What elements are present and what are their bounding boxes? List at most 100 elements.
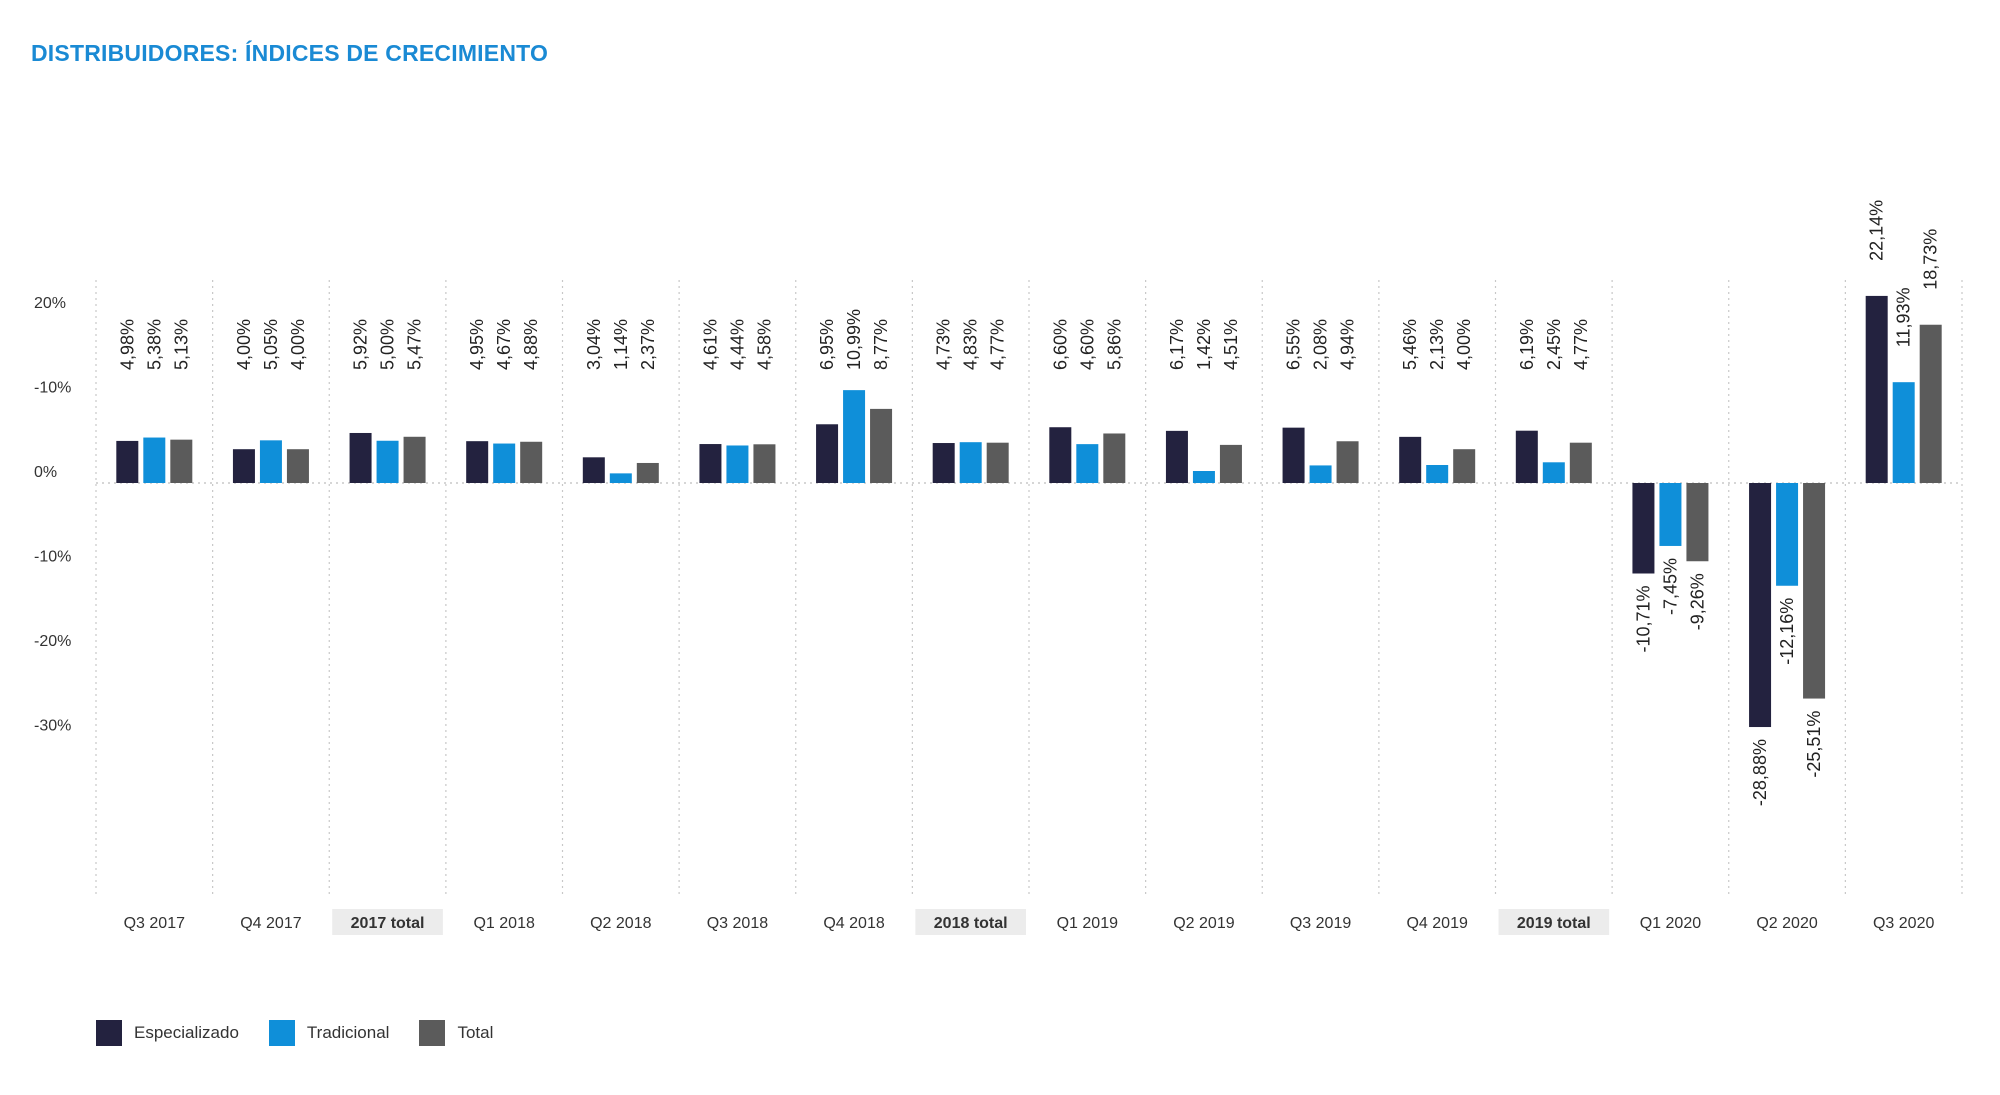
x-tick-label: Q3 2017 (124, 915, 185, 932)
bar-tradicional-2018-total (959, 442, 982, 483)
data-label: 22,14% (1867, 200, 1887, 261)
data-label: 4,00% (1454, 319, 1474, 370)
x-tick-label: Q4 2019 (1406, 915, 1467, 932)
data-label: 4,00% (288, 319, 308, 370)
data-label: 4,67% (494, 319, 514, 370)
bar-especializado-2018-total (932, 443, 955, 483)
bar-especializado-q2-2020 (1749, 483, 1772, 728)
bar-especializado-q4-2019 (1399, 436, 1422, 483)
data-label: 4,77% (1571, 319, 1591, 370)
data-label: 10,99% (844, 309, 864, 370)
bar-especializado-q3-2017 (116, 440, 139, 483)
bar-tradicional-q4-2017 (259, 440, 282, 483)
bar-tradicional-q3-2018 (726, 445, 749, 483)
bar-tradicional-q3-2017 (143, 437, 166, 483)
data-label: 1,14% (611, 319, 631, 370)
x-tick-label: 2019 total (1517, 915, 1591, 932)
x-tick-label: Q3 2019 (1290, 915, 1351, 932)
bars (116, 295, 1942, 728)
bar-total-q4-2018 (870, 408, 893, 483)
data-label: 2,13% (1427, 319, 1447, 370)
x-tick-label: Q3 2020 (1873, 915, 1934, 932)
bar-especializado-q3-2020 (1865, 295, 1888, 483)
y-tick-label: -30% (34, 718, 71, 735)
category-highlight (915, 909, 1026, 935)
bar-total-q4-2017 (286, 449, 309, 483)
bar-tradicional-q3-2020 (1892, 382, 1915, 483)
data-label: 5,86% (1104, 319, 1124, 370)
chart-title: DISTRIBUIDORES: ÍNDICES DE CRECIMIENTO (31, 40, 549, 66)
bar-total-q4-2019 (1453, 449, 1476, 483)
bar-especializado-q3-2019 (1282, 427, 1305, 483)
x-tick-label: Q2 2019 (1173, 915, 1234, 932)
data-label: 6,55% (1284, 319, 1304, 370)
data-label: 11,93% (1894, 287, 1914, 347)
legend-swatch-tradicional (268, 1020, 295, 1046)
bar-total-q1-2018 (520, 441, 543, 483)
bar-tradicional-2019-total (1542, 462, 1565, 483)
x-tick-label: Q2 2020 (1756, 915, 1817, 932)
data-label: -9,26% (1687, 573, 1707, 630)
legend-item-tradicional: Tradicional (268, 1020, 389, 1046)
data-label: -25,51% (1804, 711, 1824, 778)
legend-swatch-especializado (96, 1020, 122, 1046)
x-tick-label: Q4 2018 (823, 915, 884, 932)
data-label: 5,00% (378, 319, 398, 370)
data-label: 3,04% (584, 319, 604, 370)
legend-label-especializado: Especializado (134, 1023, 239, 1042)
y-tick-label: 20% (34, 295, 66, 312)
bar-especializado-q4-2017 (232, 449, 255, 483)
bar-total-q2-2020 (1803, 483, 1826, 699)
data-label: 18,73% (1921, 229, 1941, 290)
data-label: 4,95% (467, 319, 487, 370)
legend-swatch-total (419, 1020, 446, 1046)
bar-total-q3-2019 (1336, 441, 1359, 483)
data-label: -10,71% (1633, 585, 1653, 652)
bar-tradicional-q4-2019 (1426, 465, 1449, 483)
bar-total-2018-total (986, 442, 1009, 483)
data-label: 4,44% (727, 319, 747, 370)
category-highlight (1498, 909, 1610, 935)
data-label: 1,42% (1194, 319, 1214, 370)
data-label: 2,08% (1311, 319, 1331, 370)
legend-label-total: Total (457, 1023, 494, 1042)
legend-item-especializado: Especializado (96, 1020, 239, 1046)
x-tick-label: Q4 2017 (240, 915, 301, 932)
bar-total-q3-2018 (753, 444, 776, 483)
y-tick-label: -10% (34, 380, 71, 397)
data-label: 4,88% (521, 319, 541, 370)
bar-total-2017-total (403, 436, 426, 483)
bar-especializado-q1-2019 (1049, 427, 1072, 483)
bar-especializado-q2-2019 (1165, 430, 1188, 483)
bar-especializado-q1-2018 (466, 441, 489, 483)
bar-total-q3-2020 (1919, 324, 1942, 483)
data-label: 5,05% (261, 319, 281, 370)
data-label: 2,37% (638, 319, 658, 370)
bar-total-2019-total (1569, 442, 1592, 483)
bar-especializado-q4-2018 (816, 424, 839, 483)
data-label: 4,00% (234, 319, 254, 370)
data-label: 5,92% (351, 319, 371, 370)
data-label: 4,60% (1077, 319, 1097, 370)
data-label: -28,88% (1750, 739, 1770, 806)
x-tick-label: Q3 2018 (707, 915, 768, 932)
x-tick-label: 2017 total (351, 915, 425, 932)
data-label: 5,46% (1400, 319, 1420, 370)
y-tick-label: -20% (34, 633, 71, 650)
y-tick-label: -10% (34, 549, 71, 566)
bar-total-q1-2020 (1686, 483, 1709, 562)
bar-especializado-q2-2018 (582, 457, 605, 483)
bar-tradicional-2017-total (376, 440, 399, 483)
data-label: 6,60% (1050, 319, 1070, 370)
grid-lines (95, 280, 1963, 895)
bar-total-q2-2018 (636, 462, 659, 483)
bar-especializado-q3-2018 (699, 444, 722, 483)
data-label: 5,38% (144, 319, 164, 370)
data-label: 5,47% (405, 319, 425, 370)
data-label: 6,19% (1517, 319, 1537, 370)
data-label: 4,61% (700, 319, 720, 370)
data-label: 4,58% (754, 319, 774, 370)
data-label: 6,17% (1167, 319, 1187, 370)
data-label: 4,83% (961, 319, 981, 370)
bar-tradicional-q3-2019 (1309, 465, 1332, 483)
